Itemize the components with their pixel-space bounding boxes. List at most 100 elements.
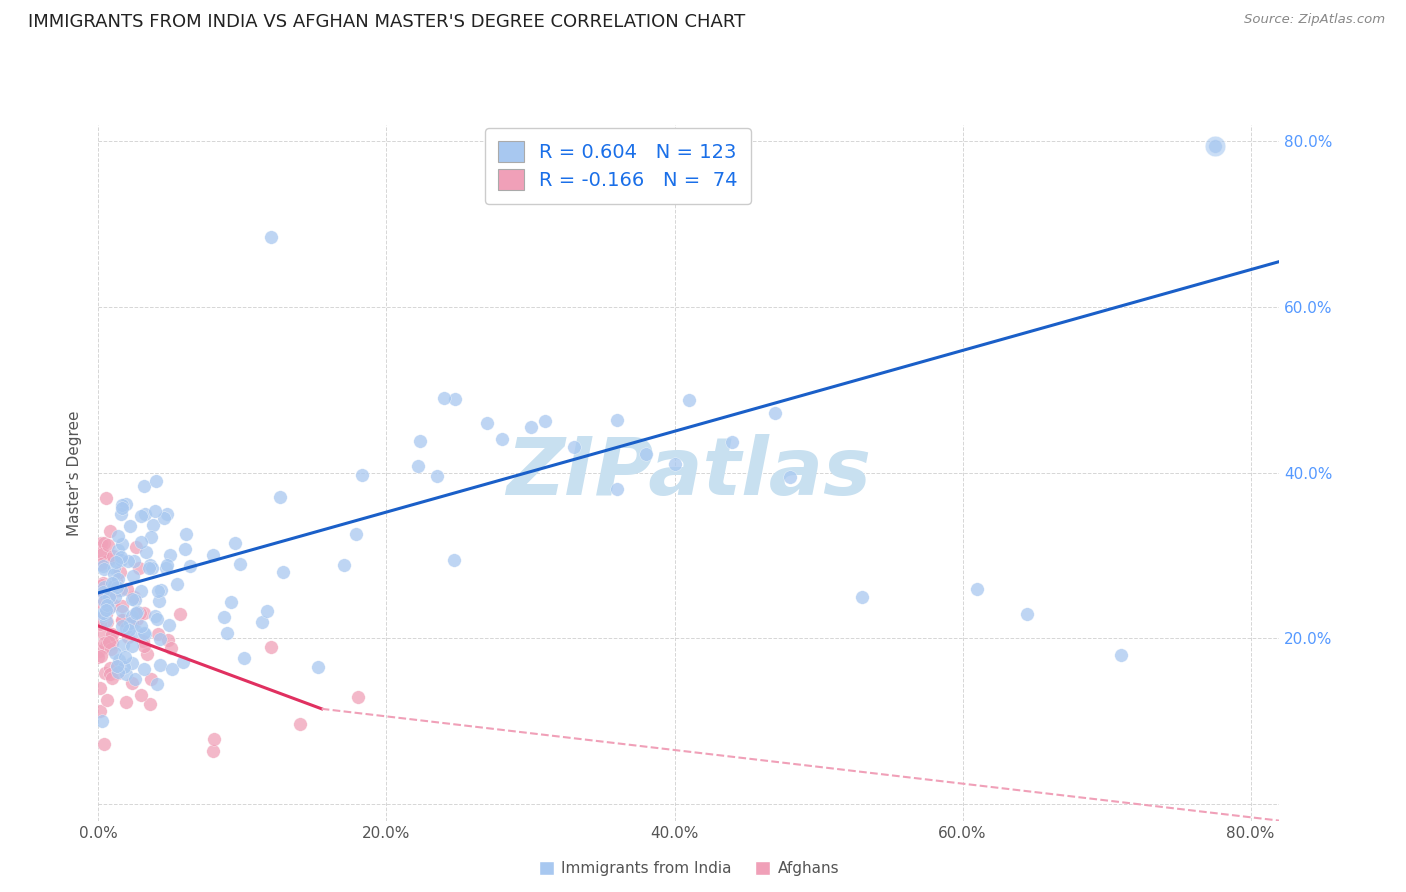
Point [606, 413, 628, 427]
Point [534, 414, 557, 428]
Point [121, 656, 143, 670]
Point [96, 692, 118, 706]
Point [100, 661, 122, 675]
Point [228, 557, 250, 571]
Point [125, 612, 148, 626]
Point [91, 606, 114, 620]
Point [101, 576, 124, 591]
Point [260, 640, 283, 655]
Point [111, 500, 134, 515]
Point [273, 565, 295, 579]
Point [98, 524, 121, 538]
Point [97, 538, 120, 552]
Point [110, 613, 132, 627]
Text: IMMIGRANTS FROM INDIA VS AFGHAN MASTER'S DEGREE CORRELATION CHART: IMMIGRANTS FROM INDIA VS AFGHAN MASTER'S… [28, 13, 745, 31]
Point [139, 530, 162, 544]
Point [139, 672, 162, 686]
Point [124, 672, 146, 686]
Point [115, 582, 138, 596]
Point [219, 595, 242, 609]
Point [166, 577, 188, 591]
Point [112, 659, 135, 673]
Point [94, 666, 117, 681]
Point [160, 662, 183, 676]
Point [214, 609, 236, 624]
Point [93, 636, 115, 650]
Point [96, 598, 118, 612]
Point [100, 635, 122, 649]
Point [148, 627, 170, 641]
Point [110, 553, 132, 567]
Point [91, 559, 114, 574]
Point [91, 625, 114, 640]
Point [122, 569, 145, 583]
Point [104, 574, 127, 589]
Point [94, 491, 117, 505]
Point [678, 392, 700, 407]
Point [98, 634, 121, 648]
Point [256, 604, 278, 618]
Point [103, 598, 125, 612]
Point [108, 652, 131, 666]
Point [90, 714, 112, 728]
Point [87, 644, 110, 658]
Point [103, 561, 125, 575]
Point [136, 647, 159, 661]
Point [156, 632, 179, 647]
Point [90, 577, 112, 591]
Point [250, 615, 273, 629]
Point [96, 615, 118, 629]
Point [124, 624, 146, 638]
Point [124, 554, 146, 568]
Point [131, 618, 153, 632]
Point [426, 469, 449, 483]
Point [149, 632, 172, 646]
Point [93, 593, 115, 607]
Point [148, 594, 170, 608]
Point [100, 586, 122, 600]
Point [409, 434, 432, 449]
Point [141, 517, 163, 532]
Point [100, 642, 122, 657]
Point [160, 640, 183, 655]
Point [260, 229, 283, 244]
Point [307, 660, 329, 674]
Point [346, 690, 368, 704]
Point [93, 580, 115, 594]
Point [93, 536, 115, 550]
Point [91, 608, 114, 623]
Point [159, 549, 181, 563]
Point [138, 561, 160, 575]
Point [562, 440, 585, 454]
Text: Source: ZipAtlas.com: Source: ZipAtlas.com [1244, 13, 1385, 27]
Point [91, 547, 114, 561]
Point [288, 716, 311, 731]
Point [134, 627, 156, 641]
Point [107, 529, 129, 543]
Point [107, 665, 129, 680]
Point [172, 655, 194, 669]
Point [91, 585, 114, 599]
Point [763, 406, 786, 420]
Point [406, 458, 429, 473]
Point [90, 544, 112, 558]
Point [117, 630, 139, 644]
Point [129, 584, 152, 599]
Point [100, 627, 122, 641]
Point [115, 497, 138, 511]
Point [125, 540, 148, 554]
Point [110, 507, 132, 521]
Point [124, 593, 146, 607]
Point [121, 591, 143, 606]
Point [146, 583, 169, 598]
Point [105, 658, 128, 673]
Point [121, 639, 143, 653]
Point [141, 561, 163, 575]
Point [491, 433, 513, 447]
Point [217, 626, 239, 640]
Point [108, 565, 131, 579]
Point [111, 599, 134, 613]
Point [89, 704, 111, 718]
Point [97, 600, 120, 615]
Point [132, 479, 155, 493]
